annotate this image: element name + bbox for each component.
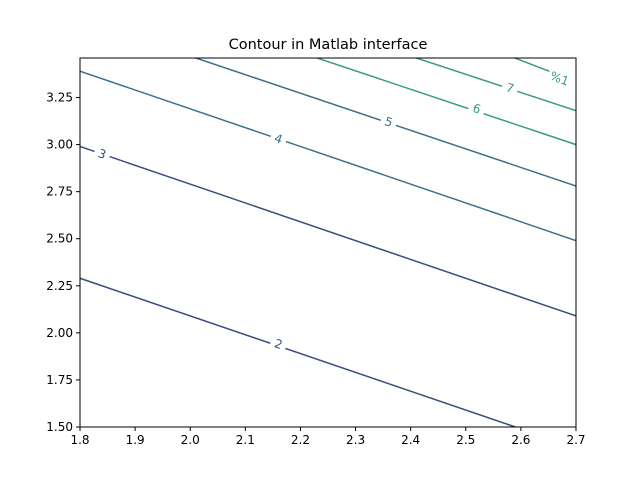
x-tick-label-10: 2.7 [566, 433, 585, 447]
contour-label-group-5: 6 [466, 98, 487, 119]
x-tick-label-3: 2.0 [181, 433, 200, 447]
contour-label-group-1: 2 [268, 334, 289, 355]
contour-lines [80, 58, 576, 427]
x-tick-label-5: 2.2 [291, 433, 310, 447]
contour-label-1: 2 [273, 336, 285, 352]
x-tick-label-2: 1.9 [126, 433, 145, 447]
y-tick-label-5: 2.50 [46, 232, 73, 246]
contour-label-gap-7 [545, 66, 574, 91]
contour-line-6 [413, 58, 576, 112]
contour-label-gap-3 [268, 128, 289, 150]
contour-label-6: 7 [504, 80, 516, 96]
x-axis: 1.8 1.9 2.0 2.1 2.2 2.3 2.4 2.5 2.6 2.7 [70, 427, 586, 447]
x-tick-label-4: 2.1 [236, 433, 255, 447]
contour-line-7 [512, 58, 555, 74]
x-tick-label-8: 2.5 [456, 433, 475, 447]
x-tick-label-1: 1.8 [70, 433, 89, 447]
contour-label-group-4: 5 [378, 111, 399, 133]
contour-line-5 [314, 58, 576, 146]
y-axis: 1.50 1.75 2.00 2.25 2.50 2.75 3.00 3.25 [46, 91, 80, 434]
contour-label-group-2: 3 [91, 143, 113, 165]
contour-label-4: 5 [383, 114, 395, 130]
x-tick-label-9: 2.6 [511, 433, 530, 447]
y-tick-label-6: 2.75 [46, 185, 73, 199]
y-tick-label-1: 1.50 [46, 420, 73, 434]
contour-label-gap-5 [466, 98, 487, 119]
y-tick-label-7: 3.00 [46, 138, 73, 152]
contour-line-3 [80, 70, 576, 242]
contour-label-gap-6 [499, 78, 520, 99]
contour-label-group-3: 4 [268, 128, 289, 150]
x-tick-label-7: 2.4 [401, 433, 420, 447]
contour-label-gap-2 [91, 143, 113, 165]
contour-label-group-7: %1 [545, 66, 574, 91]
chart-title: Contour in Matlab interface [229, 37, 428, 53]
contour-label-5: 6 [471, 101, 483, 117]
contour-label-gap-1 [268, 334, 289, 355]
plot-area-frame [79, 57, 577, 428]
contour-line-1 [80, 277, 516, 427]
contour-label-2: 3 [96, 146, 108, 162]
y-tick-label-2: 1.75 [46, 373, 73, 387]
contour-labels: 2 3 4 5 6 7 %1 [91, 66, 574, 355]
contour-label-7: %1 [548, 69, 571, 89]
y-tick-label-3: 2.00 [46, 326, 73, 340]
y-tick-label-4: 2.25 [46, 279, 73, 293]
contour-label-gap-4 [378, 111, 399, 133]
contour-label-3: 4 [273, 131, 285, 147]
x-tick-label-6: 2.3 [346, 433, 365, 447]
contour-line-2 [80, 145, 576, 317]
contour-label-group-6: 7 [499, 78, 520, 99]
y-tick-label-8: 3.25 [46, 91, 73, 105]
